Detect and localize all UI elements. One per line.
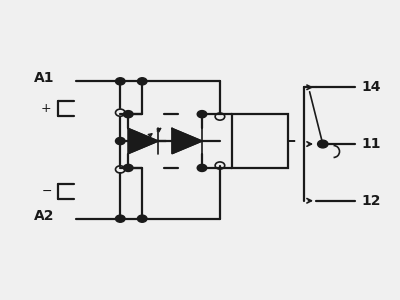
- Circle shape: [138, 215, 147, 222]
- Circle shape: [197, 111, 207, 118]
- Circle shape: [138, 78, 147, 85]
- Circle shape: [318, 140, 328, 148]
- Circle shape: [124, 164, 133, 172]
- Circle shape: [116, 215, 125, 222]
- Text: +: +: [41, 102, 52, 115]
- Circle shape: [124, 111, 133, 118]
- Text: 14: 14: [362, 80, 381, 94]
- Polygon shape: [172, 128, 202, 154]
- Text: A1: A1: [34, 71, 54, 85]
- Circle shape: [116, 137, 125, 145]
- Circle shape: [197, 164, 207, 172]
- Circle shape: [116, 78, 125, 85]
- Bar: [232, 114, 288, 168]
- Text: 11: 11: [362, 137, 381, 151]
- Text: 12: 12: [362, 194, 381, 208]
- Polygon shape: [128, 128, 158, 154]
- Text: −: −: [41, 185, 52, 198]
- Text: A2: A2: [34, 209, 54, 223]
